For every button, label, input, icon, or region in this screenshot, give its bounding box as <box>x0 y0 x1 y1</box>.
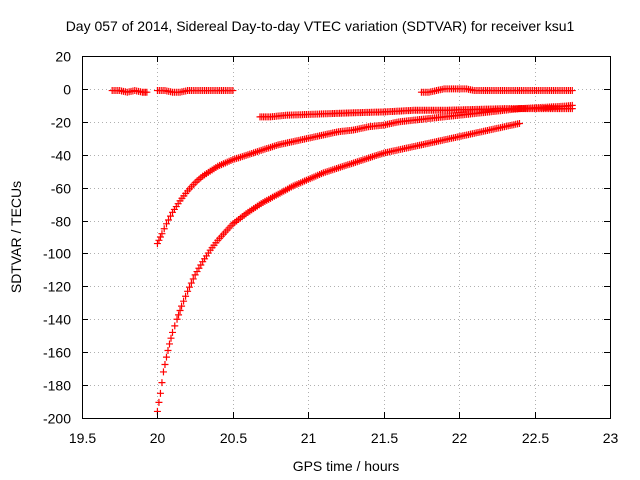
data-point <box>155 236 163 244</box>
data-point <box>164 216 172 224</box>
data-point <box>171 322 179 330</box>
x-tick-label: 23 <box>603 430 619 446</box>
x-axis-label: GPS time / hours <box>293 458 400 474</box>
chart-title: Day 057 of 2014, Sidereal Day-to-day VTE… <box>66 18 575 34</box>
data-point <box>162 353 170 361</box>
y-tick-label: -180 <box>43 378 71 394</box>
axis-ticks: 20 0 -20 -40 -60 -80 -100 -120 -140 -160 -180 -200 1… <box>43 49 619 447</box>
data-point <box>187 279 195 287</box>
series-5 <box>153 119 523 415</box>
data-point <box>515 119 523 127</box>
x-tick-label: 22 <box>452 430 468 446</box>
data-point <box>184 287 192 295</box>
y-tick-label: -140 <box>43 312 71 328</box>
data-point <box>162 220 170 228</box>
data-point <box>156 233 164 241</box>
series-4 <box>256 105 576 121</box>
y-tick-label: 20 <box>55 49 71 65</box>
data-point <box>175 311 183 319</box>
data-point <box>158 230 166 238</box>
data-point <box>568 87 576 95</box>
y-tick-label: -80 <box>51 214 71 230</box>
series-1 <box>153 87 237 96</box>
y-tick-label: -200 <box>43 411 71 427</box>
y-axis-label: SDTVAR / TECUs <box>8 181 24 293</box>
y-tick-label: -40 <box>51 148 71 164</box>
data-point <box>169 328 177 336</box>
data-point <box>173 315 181 323</box>
y-tick-label: -20 <box>51 115 71 131</box>
x-tick-label: 21.5 <box>371 430 398 446</box>
data-point <box>185 283 193 291</box>
data-marks <box>108 85 576 415</box>
data-point <box>165 340 173 348</box>
data-point <box>180 297 188 305</box>
data-point <box>189 275 197 283</box>
y-tick-label: -160 <box>43 345 71 361</box>
data-point <box>160 225 168 233</box>
y-tick-label: -100 <box>43 246 71 262</box>
data-point <box>153 240 161 248</box>
data-point <box>182 292 190 300</box>
data-point <box>159 368 167 376</box>
y-tick-label: -60 <box>51 181 71 197</box>
data-point <box>164 347 172 355</box>
series-2 <box>417 85 576 96</box>
data-point <box>161 361 169 369</box>
data-point <box>568 105 576 113</box>
data-point <box>229 87 237 95</box>
data-point <box>155 398 163 406</box>
data-point <box>143 88 151 96</box>
x-tick-label: 20.5 <box>220 430 247 446</box>
x-tick-label: 20 <box>150 430 166 446</box>
y-tick-label: 0 <box>63 82 71 98</box>
data-point <box>156 389 164 397</box>
data-point <box>176 306 184 314</box>
x-tick-label: 21 <box>301 430 317 446</box>
data-point <box>167 212 175 220</box>
x-tick-label: 22.5 <box>522 430 549 446</box>
x-tick-label: 19.5 <box>69 430 96 446</box>
data-point <box>178 302 186 310</box>
data-point <box>158 379 166 387</box>
data-point <box>167 334 175 342</box>
y-tick-label: -120 <box>43 279 71 295</box>
plot-frame <box>82 56 611 419</box>
series-0 <box>108 87 151 96</box>
